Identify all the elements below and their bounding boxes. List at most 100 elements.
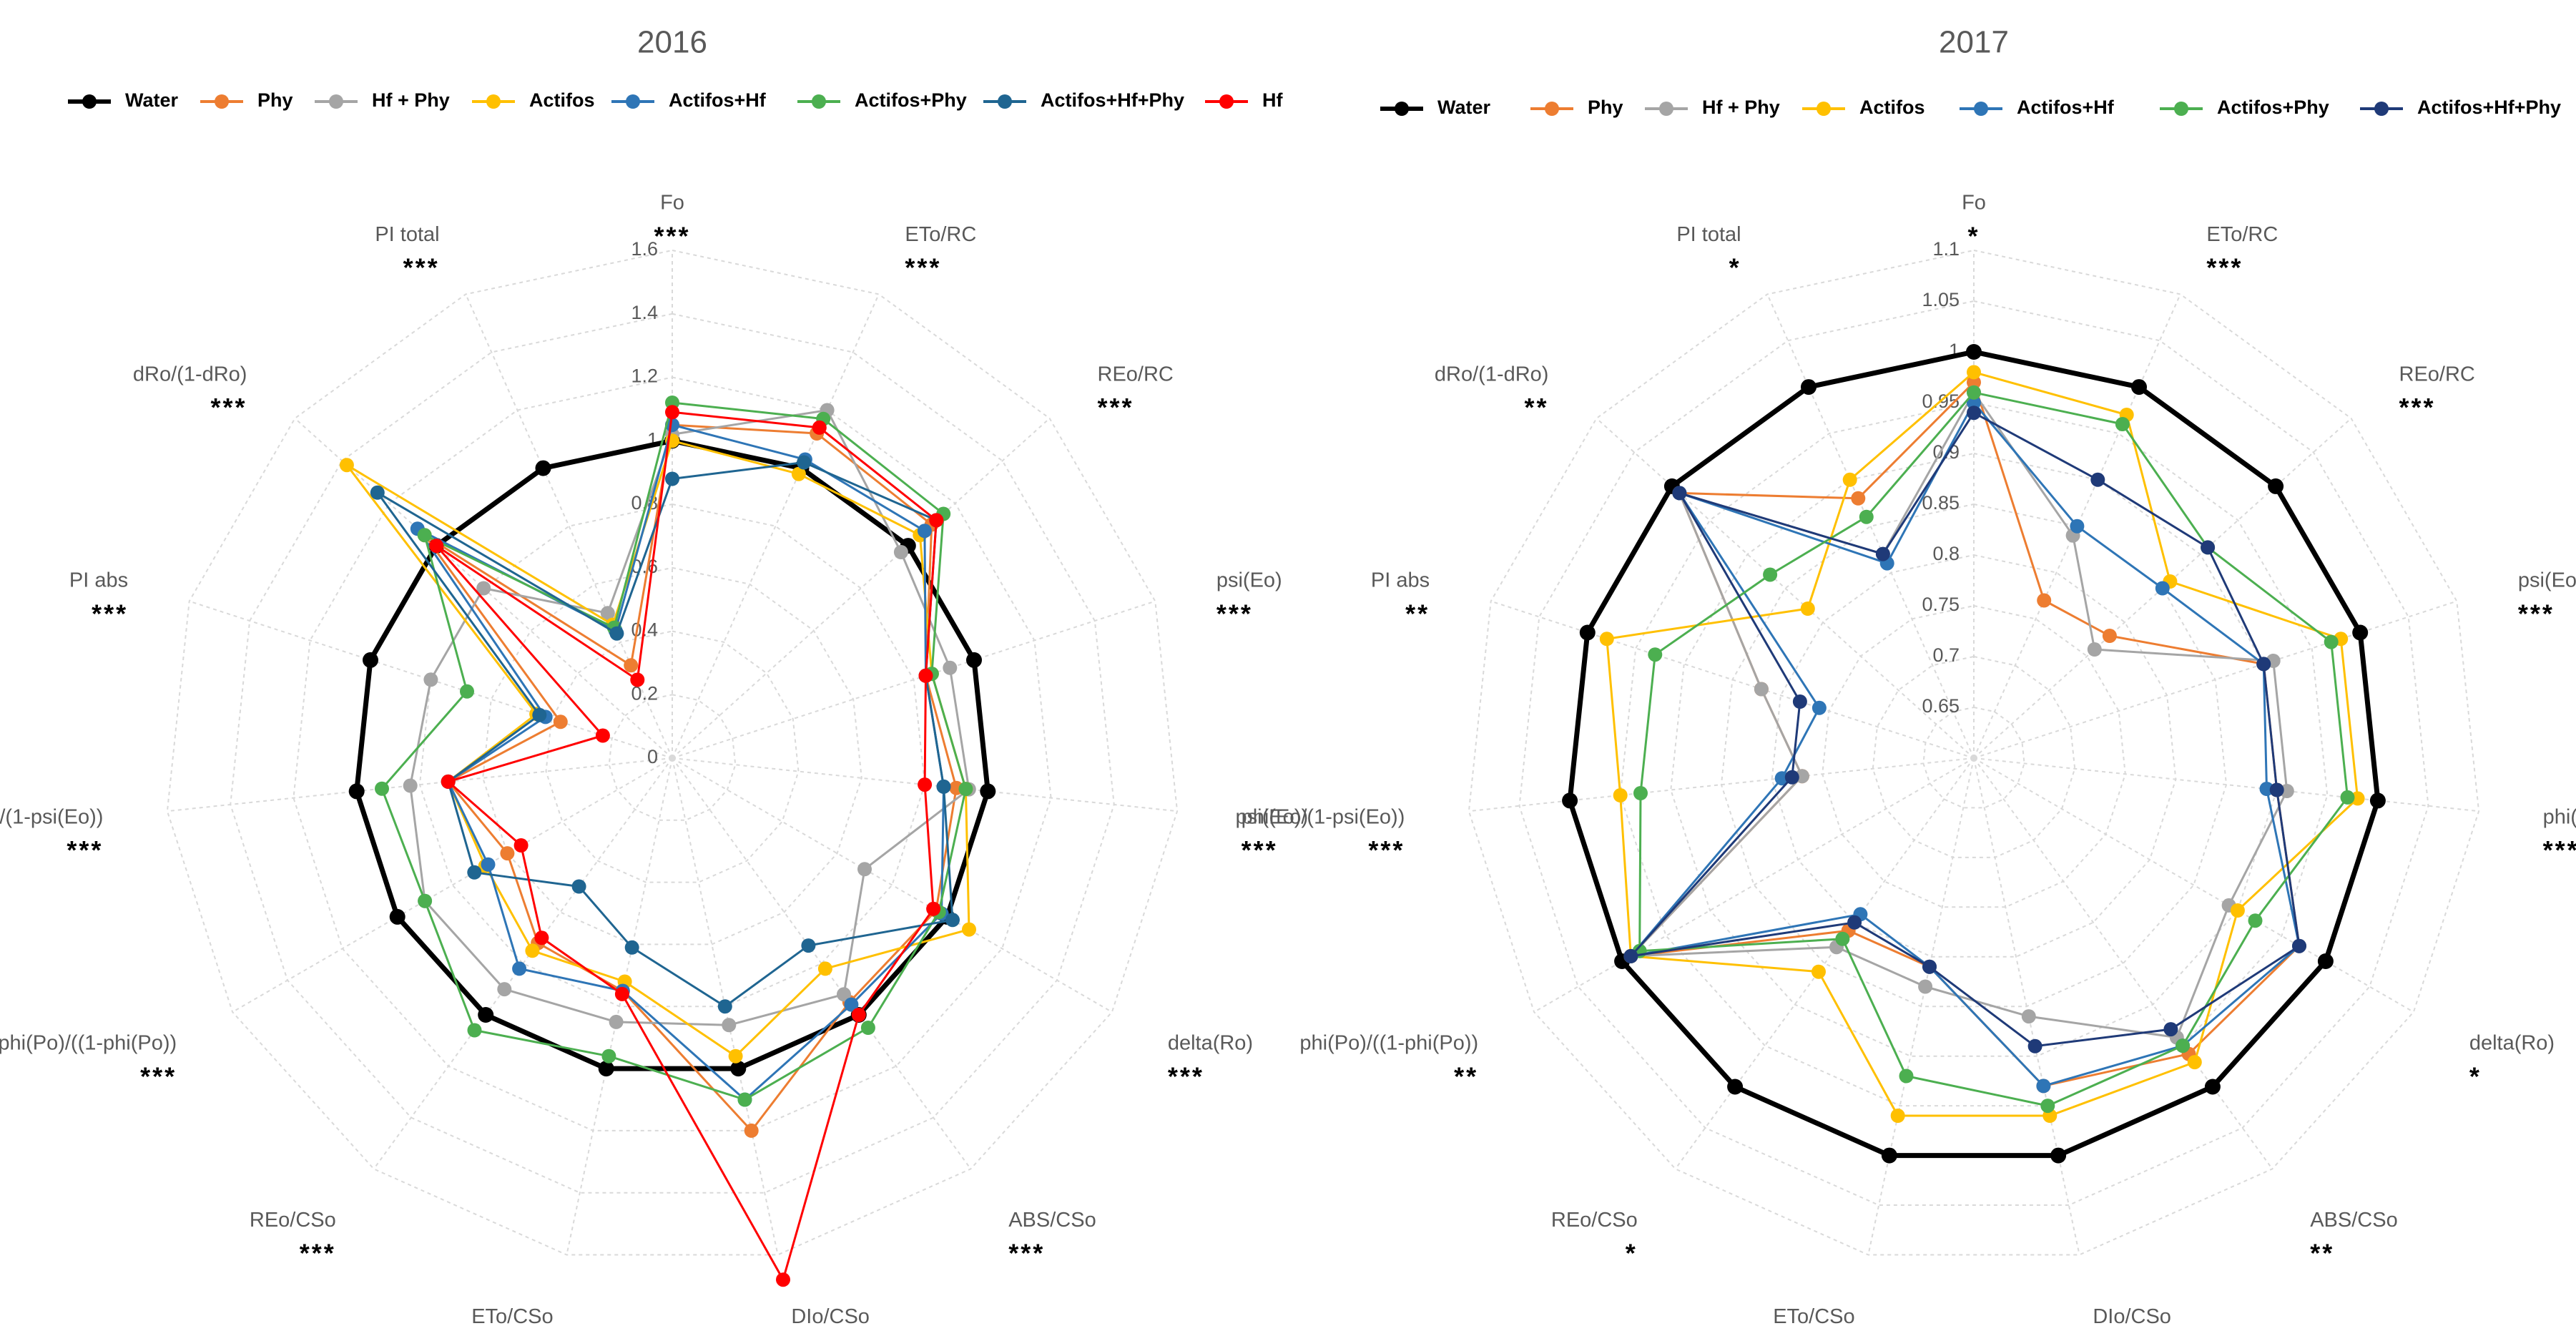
grid-ring (1922, 706, 2025, 809)
legend-label: Phy (1588, 97, 1623, 118)
data-point (571, 879, 586, 894)
data-point (2036, 1079, 2051, 1094)
legend-marker (2374, 102, 2389, 116)
data-point (728, 1048, 743, 1064)
legend-item-actifos-hf-phy: Actifos+Hf+Phy (983, 89, 1184, 111)
data-point (624, 658, 639, 673)
series-water (1562, 344, 2386, 1164)
grid-spoke (1596, 418, 1975, 759)
data-point (1967, 365, 1981, 380)
tick-label: 1.6 (631, 238, 658, 260)
data-point (1579, 624, 1596, 641)
legend-label: Hf + Phy (372, 89, 450, 111)
significance-label: *** (1168, 1062, 1204, 1091)
tick-label: 1.2 (631, 365, 658, 387)
data-point (614, 986, 629, 1001)
legend-item-actifos: Actifos (1802, 97, 1925, 118)
legend: Water Phy Hf + Phy Actifos Actifos+Hf Actifos… (68, 89, 1283, 111)
legend-item-actifos-phy: Actifos+Phy (2160, 97, 2329, 118)
grid-spoke (1973, 757, 2273, 1169)
legend-label: Actifos (1859, 97, 1925, 118)
significance-label: *** (67, 835, 103, 865)
data-point (630, 672, 645, 687)
series-actifos-hf-phy (1623, 406, 2306, 1053)
data-point (418, 893, 433, 908)
axis-label-pi-total: PI total (375, 223, 439, 246)
series-line (380, 401, 967, 1101)
data-point (2027, 1038, 2042, 1053)
data-point (776, 1272, 790, 1287)
grid-spoke (1973, 757, 2414, 1013)
data-point (598, 1061, 614, 1077)
tick-label: 0 (647, 746, 658, 767)
axis-label-delta-ro: delta(Ro) (2469, 1032, 2555, 1055)
significance-label: * (1729, 253, 1741, 283)
significance-label: ** (2310, 1239, 2334, 1268)
data-point (370, 485, 385, 500)
axis-label-reo-rc: REo/RC (1098, 363, 1174, 385)
grid-spoke (672, 757, 1178, 812)
legend-label: Hf (1262, 89, 1283, 111)
data-point (917, 524, 932, 539)
significance-label: *** (2206, 253, 2243, 283)
legend-item-actifos-hf-phy: Actifos+Hf+Phy (2360, 97, 2561, 118)
data-point (1648, 647, 1663, 662)
data-point (2070, 519, 2085, 534)
data-point (1672, 486, 1687, 501)
axis-label-pi-total: PI total (1676, 223, 1741, 246)
series-line (1629, 401, 2301, 1087)
data-point (2340, 790, 2355, 805)
axis-label-dro-1-dro: dRo/(1-dRo) (1435, 363, 1549, 385)
data-point (2268, 478, 2284, 494)
legend-marker (812, 94, 826, 109)
data-point (962, 922, 976, 937)
data-point (553, 714, 568, 730)
legend-marker (1395, 102, 1409, 116)
legend: Water Phy Hf + Phy Actifos Actifos+Hf Actifos… (1380, 97, 2561, 118)
grid-spoke (1973, 757, 2479, 812)
axis-label-psi-eo: psi(Eo) (1216, 569, 1282, 591)
data-point (1890, 1109, 1905, 1123)
data-point (476, 581, 491, 596)
data-point (943, 660, 958, 675)
data-point (2369, 792, 2386, 809)
legend-label: Actifos+Hf (669, 89, 767, 111)
grid-spoke (465, 293, 673, 759)
legend-label: Actifos+Phy (855, 89, 967, 111)
series-line (1606, 370, 2359, 1117)
axis-label-abs-cso: ABS/CSo (1008, 1209, 1096, 1232)
chart-title: 2017 (1939, 25, 2009, 60)
data-point (1922, 959, 1937, 974)
data-point (2021, 1009, 2036, 1024)
data-point (926, 901, 941, 916)
tick-label: 1.1 (1932, 238, 1960, 260)
significance-label: * (1967, 222, 1980, 251)
grid-spoke (232, 757, 673, 1013)
legend-marker (1545, 102, 1559, 116)
data-point (2040, 1099, 2055, 1114)
data-point (1859, 509, 1874, 524)
data-point (497, 982, 512, 997)
significance-label: *** (654, 222, 690, 251)
axis-label-pi-abs: PI abs (1371, 569, 1430, 591)
data-point (2324, 634, 2339, 649)
data-point (423, 672, 438, 687)
grid-spoke (672, 757, 1113, 1013)
data-point (512, 961, 527, 976)
data-point (2204, 1079, 2221, 1095)
data-point (2187, 1055, 2202, 1070)
legend-label: Actifos+Hf+Phy (1041, 89, 1184, 111)
data-point (535, 460, 551, 476)
axis-label-eto-cso: ETo/CSo (471, 1305, 553, 1328)
axis-label-phi-eo: phi(Eo) (1242, 805, 1309, 828)
data-point (2256, 657, 2271, 672)
data-point (441, 774, 456, 789)
legend-label: Water (125, 89, 179, 111)
series-actifos-phy (375, 396, 973, 1107)
legend-item-actifos-phy: Actifos+Phy (797, 89, 967, 111)
data-point (665, 405, 679, 420)
legend-marker (486, 94, 501, 109)
data-point (2131, 379, 2147, 396)
data-point (722, 1018, 737, 1033)
data-point (837, 987, 851, 1002)
